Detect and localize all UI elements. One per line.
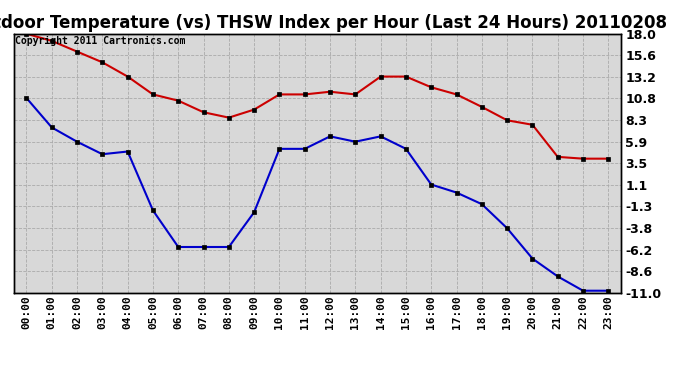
Title: Outdoor Temperature (vs) THSW Index per Hour (Last 24 Hours) 20110208: Outdoor Temperature (vs) THSW Index per … bbox=[0, 14, 667, 32]
Text: Copyright 2011 Cartronics.com: Copyright 2011 Cartronics.com bbox=[15, 36, 186, 46]
